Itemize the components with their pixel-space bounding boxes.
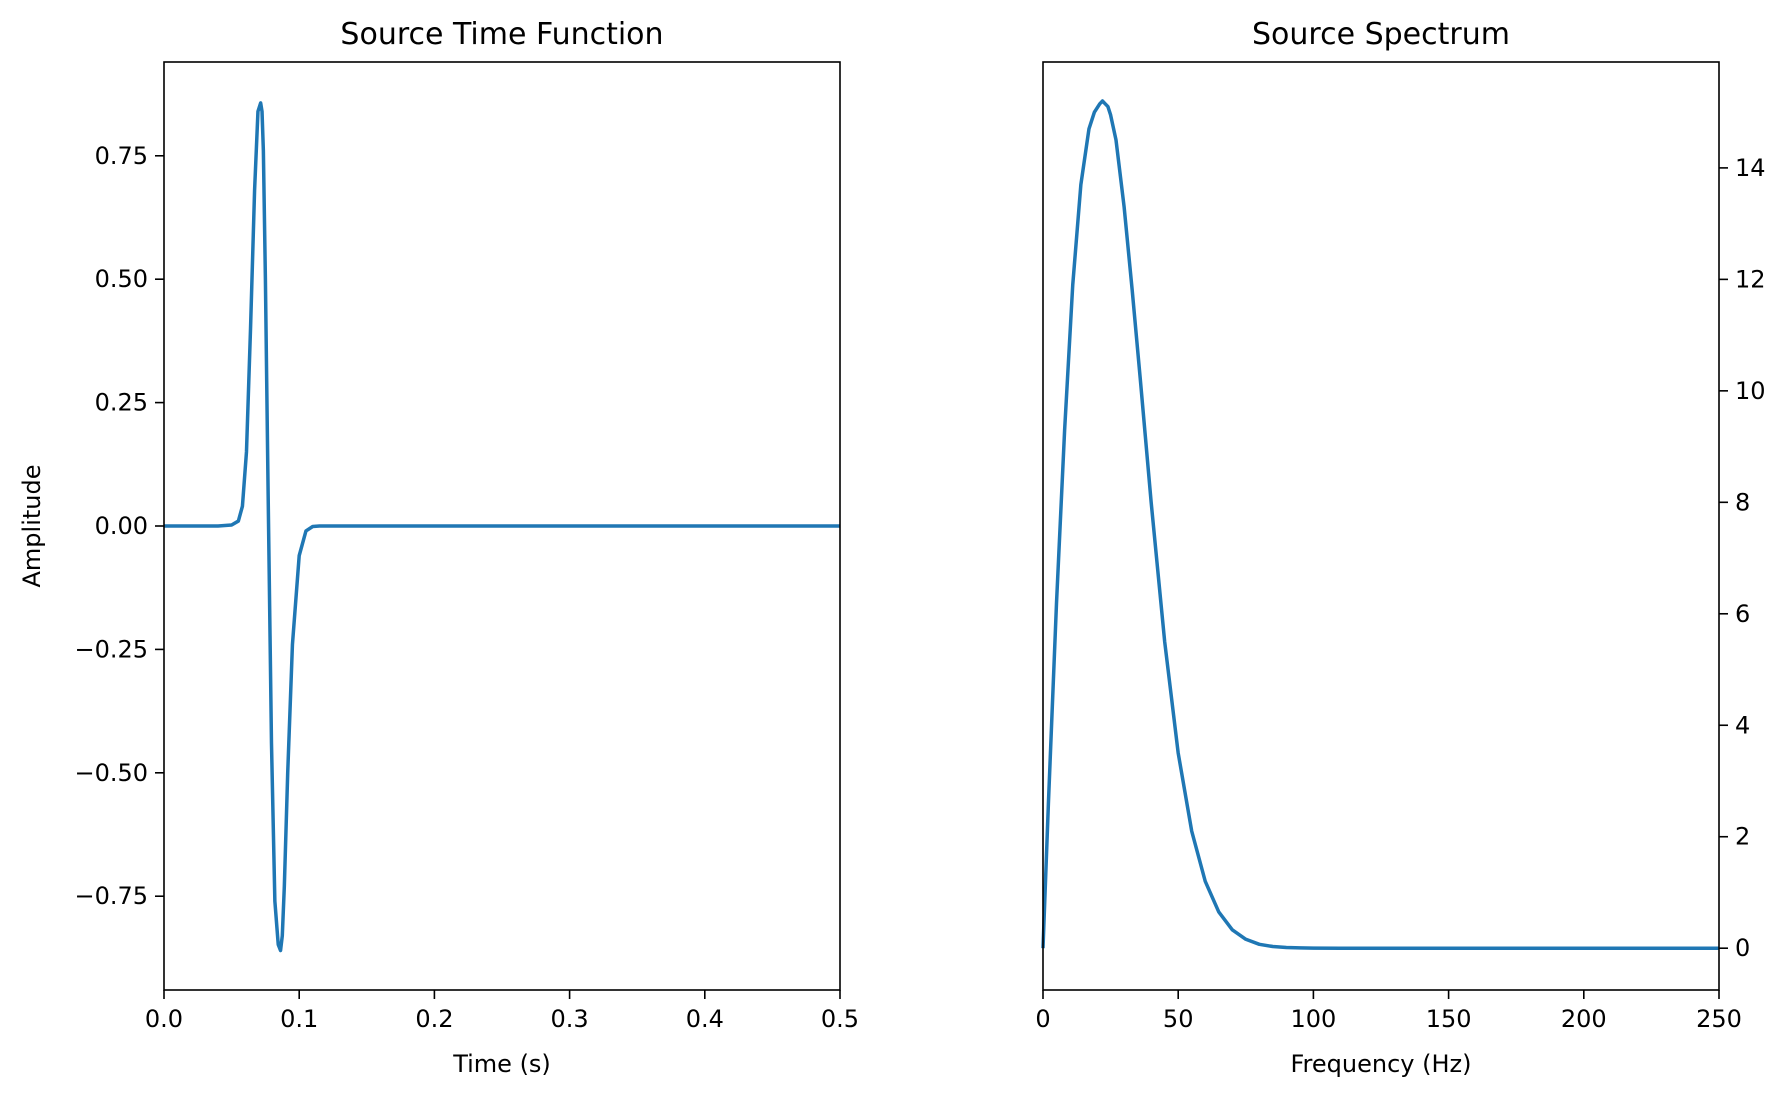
spectrum-ytick-label: 2 (1735, 823, 1750, 851)
time-function-ytick-label: 0.50 (95, 265, 148, 293)
spectrum-frame (1042, 61, 1720, 991)
time-function-ytick-label: 0.75 (95, 142, 148, 170)
spectrum-xtick-label: 100 (1290, 1005, 1336, 1033)
spectrum-ytick-label: 8 (1735, 488, 1750, 516)
frequency-axis-label: Frequency (Hz) (1291, 1050, 1472, 1078)
spectrum-xtick-label: 50 (1163, 1005, 1194, 1033)
spectrum-xtick-label: 0 (1035, 1005, 1050, 1033)
amplitude-axis-label: Amplitude (18, 465, 46, 588)
spectrum-panel: Source Spectrum 0 50 100 150 200 250 0 2 4 6 8 10 12… (1035, 17, 1765, 1078)
spectrum-line (1041, 99, 1719, 950)
spectrum-ytick-label: 4 (1735, 711, 1750, 739)
spectrum-ytick-label: 6 (1735, 600, 1750, 628)
time-function-xtick-label: 0.0 (145, 1005, 183, 1033)
time-function-title: Source Time Function (340, 17, 663, 52)
spectrum-ytick-label: 12 (1735, 265, 1766, 293)
time-function-line (164, 101, 840, 953)
spectrum-title: Source Spectrum (1252, 17, 1510, 52)
time-function-ytick-label: −0.75 (74, 882, 148, 910)
spectrum-ticks: 0 50 100 150 200 250 0 2 4 6 8 10 12 14 (1035, 154, 1765, 1033)
time-function-xtick-label: 0.5 (821, 1005, 859, 1033)
time-function-xtick-label: 0.3 (551, 1005, 589, 1033)
spectrum-xtick-label: 200 (1561, 1005, 1607, 1033)
time-function-ytick-label: −0.25 (74, 635, 148, 663)
spectrum-ytick-label: 0 (1735, 934, 1750, 962)
spectrum-ytick-label: 10 (1735, 377, 1766, 405)
spectrum-ytick-label: 14 (1735, 154, 1766, 182)
time-function-panel: Source Time Function 0.0 0.1 0.2 0.3 0.4 0.50… (18, 17, 859, 1078)
time-function-xtick-label: 0.2 (415, 1005, 453, 1033)
time-axis-label: Time (s) (452, 1050, 551, 1078)
spectrum-xtick-label: 250 (1696, 1005, 1742, 1033)
time-function-ticks: 0.0 0.1 0.2 0.3 0.4 0.5 0.75 0.50 0.25 0.00 −0.25 −… (74, 142, 859, 1033)
time-function-ytick-label: −0.50 (74, 759, 148, 787)
spectrum-xtick-label: 150 (1426, 1005, 1472, 1033)
time-function-xtick-label: 0.4 (686, 1005, 724, 1033)
time-function-ytick-label: 0.00 (95, 512, 148, 540)
time-function-xtick-label: 0.1 (280, 1005, 318, 1033)
time-function-ytick-label: 0.25 (95, 389, 148, 417)
